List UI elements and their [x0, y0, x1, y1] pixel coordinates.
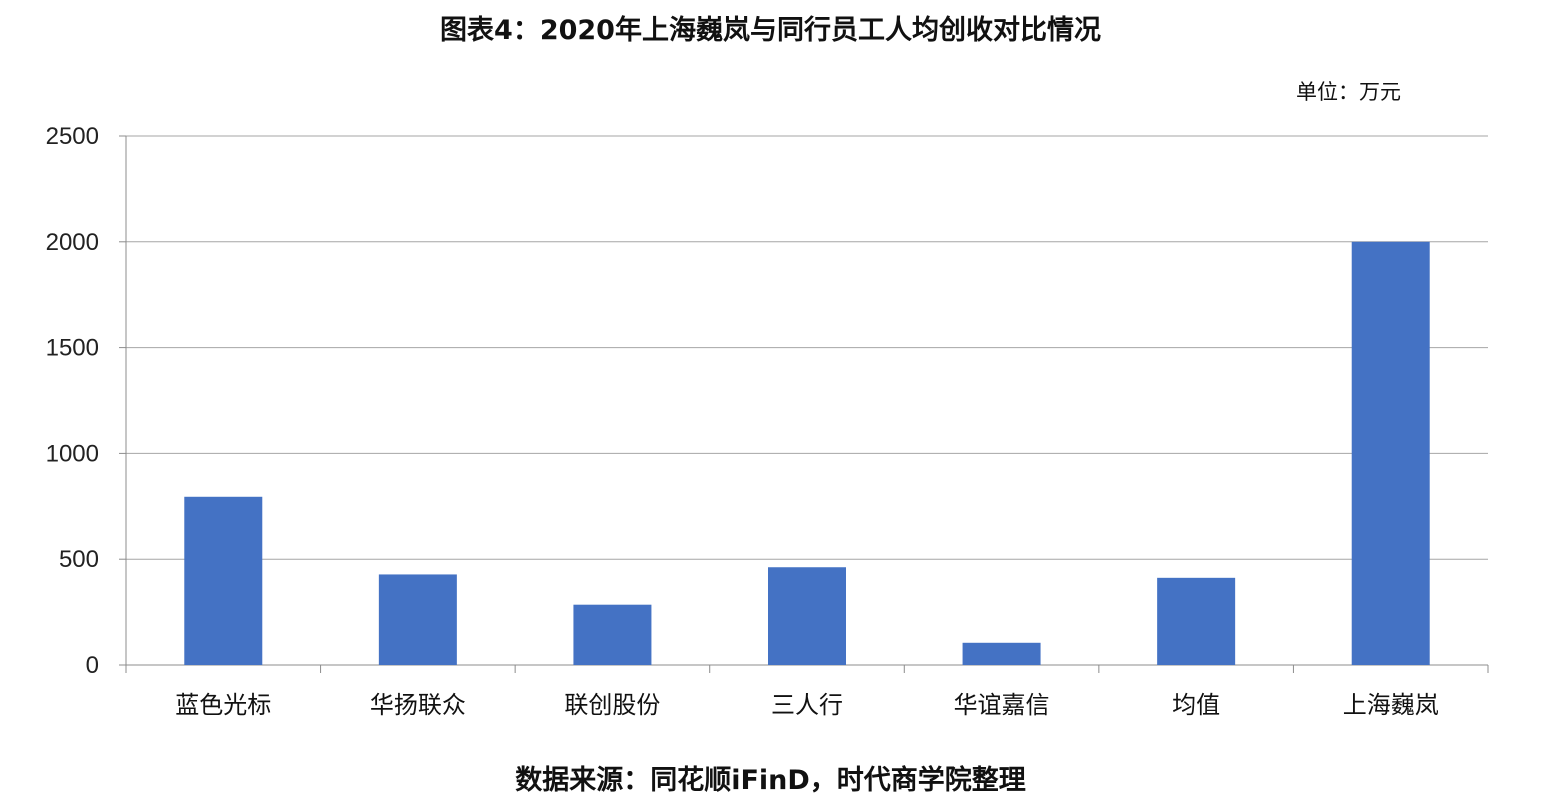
x-category-label: 均值 — [1172, 691, 1220, 719]
bar — [573, 604, 652, 665]
y-tick-label: 2000 — [46, 229, 99, 256]
source-note: 数据来源：同花顺iFinD，时代商学院整理 — [515, 765, 1026, 796]
chart-title: 图表4：2020年上海巍岚与同行员工人均创收对比情况 — [440, 15, 1101, 46]
x-category-label: 华扬联众 — [370, 691, 466, 719]
y-tick-label: 1000 — [46, 440, 99, 467]
bar — [1351, 241, 1430, 666]
bar — [184, 496, 263, 665]
y-tick-label: 500 — [59, 546, 99, 573]
unit-label: 单位：万元 — [1296, 80, 1401, 104]
x-category-label: 上海巍岚 — [1343, 691, 1439, 719]
bar — [378, 574, 457, 665]
y-tick-label: 1500 — [46, 335, 99, 362]
x-category-label: 华谊嘉信 — [954, 691, 1050, 719]
bar — [962, 642, 1041, 665]
bar — [768, 567, 846, 665]
x-category-label: 三人行 — [771, 691, 843, 719]
x-category-label: 联创股份 — [564, 691, 660, 719]
bar — [1157, 577, 1236, 665]
y-tick-label: 2500 — [46, 123, 99, 150]
x-category-label: 蓝色光标 — [175, 691, 271, 719]
y-tick-label: 0 — [86, 652, 99, 679]
